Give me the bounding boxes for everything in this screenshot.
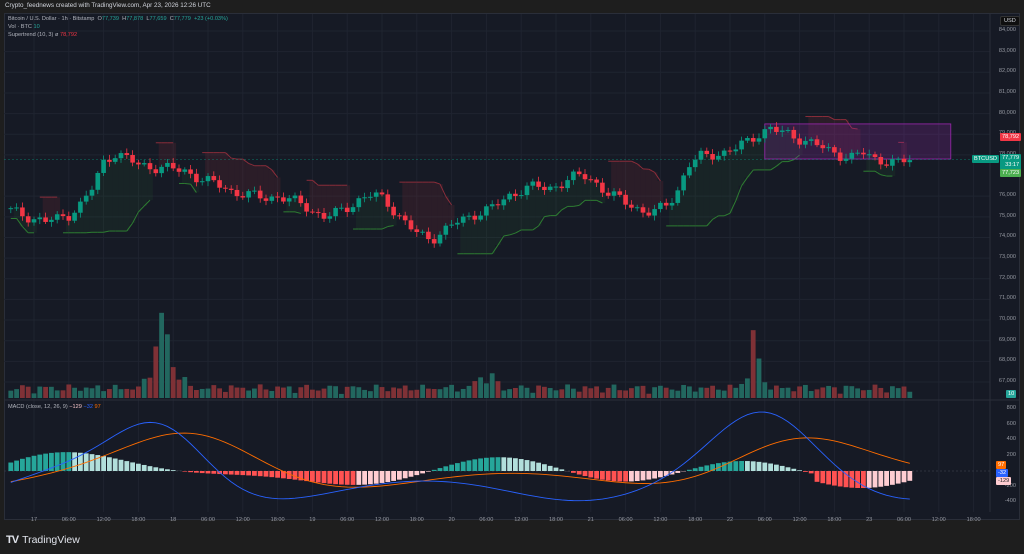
price-axis-label: 80,000 <box>998 109 1016 116</box>
time-axis-label: 12:00 <box>792 517 807 523</box>
supertrend-legend[interactable]: Supertrend (10, 3) ø 78,792 <box>8 32 77 38</box>
last-price: 77,779 <box>1002 155 1020 161</box>
macd-axis-label: -200 <box>1004 482 1016 489</box>
volume-legend[interactable]: Vol · BTC 10 <box>8 24 40 30</box>
price-axis-label: 70,000 <box>998 316 1016 323</box>
macd-legend[interactable]: MACD (close, 12, 26, 9) −129 −32 97 <box>8 404 101 410</box>
tradingview-logo[interactable]: TV TradingView <box>6 534 80 546</box>
price-axis-label: 74,000 <box>998 233 1016 240</box>
macd-axis-label: 800 <box>1006 405 1016 411</box>
macd-axis-label: 200 <box>1006 451 1016 458</box>
time-axis-label: 18 <box>170 517 177 523</box>
price-axis-label: 75,000 <box>998 212 1016 219</box>
time-axis-label: 19 <box>309 517 316 523</box>
volume-label: Vol · BTC <box>8 24 32 30</box>
time-axis-label: 23 <box>866 517 873 523</box>
time-axis-label: 12:00 <box>375 517 389 523</box>
eye-slash-icon[interactable]: ø <box>54 32 59 38</box>
time-axis-label: 12:00 <box>235 517 250 523</box>
time-axis-label: 18:00 <box>966 517 981 523</box>
time-axis-label: 18:00 <box>131 517 146 523</box>
macd-hist-tag: -129 <box>996 477 1012 485</box>
price-axis-label: 73,000 <box>998 254 1016 261</box>
low-price-tag: 77,723 <box>1000 169 1022 177</box>
low-value: 77,659 <box>149 16 167 22</box>
tv-logo-icon: TV <box>6 534 19 546</box>
open-value: 77,739 <box>101 16 119 22</box>
time-axis-label: 18:00 <box>409 517 424 523</box>
price-axis-label: 67,000 <box>998 378 1016 384</box>
close-label: C <box>169 16 174 22</box>
time-axis-label: 18:00 <box>270 517 285 523</box>
time-axis-label: 18:00 <box>688 517 703 523</box>
volume-value: 10 <box>33 24 40 30</box>
last-price-tag: 77,779 33:17 <box>1000 154 1022 170</box>
time-axis-label: 06:00 <box>897 517 911 523</box>
price-axis-label: 81,000 <box>998 88 1016 95</box>
macd-line-tag: -32 <box>996 469 1009 477</box>
time-axis-label: 06:00 <box>479 517 494 523</box>
price-axis-label: 69,000 <box>998 336 1016 343</box>
macd-axis-label: 400 <box>1006 436 1016 442</box>
macd-line-value: −32 <box>83 404 93 410</box>
supertrend-value: 78,792 <box>59 32 78 38</box>
time-axis-label: 20 <box>448 517 455 523</box>
close-value: 77,779 <box>173 16 191 22</box>
change-value: +23 (+0.03%) <box>193 16 228 22</box>
symbol-name: Bitcoin / U.S. Dollar · 1h · Bitstamp <box>8 16 95 22</box>
macd-signal-tag: 97 <box>996 461 1007 469</box>
time-axis-label: 17 <box>30 517 38 523</box>
symbol-legend[interactable]: Bitcoin / U.S. Dollar · 1h · Bitstamp O7… <box>8 16 228 22</box>
price-axis-label: 78,000 <box>999 151 1016 157</box>
time-axis-label: 06:00 <box>340 517 355 523</box>
open-label: O <box>97 16 102 22</box>
time-axis-label: 12:00 <box>653 517 668 523</box>
supertrend-label: Supertrend (10, 3) <box>8 32 54 38</box>
price-axis-label: 72,000 <box>998 274 1016 281</box>
brand-name: TradingView <box>22 534 80 546</box>
macd-signal-value: 97 <box>94 404 101 410</box>
macd-hist-value: −129 <box>69 404 82 410</box>
macd-label: MACD (close, 12, 26, 9) <box>8 404 68 410</box>
time-axis-label: 06:00 <box>201 517 215 523</box>
price-axis-label: 82,000 <box>998 68 1016 75</box>
high-label: H <box>122 16 127 22</box>
time-axis-label: 12:00 <box>96 517 111 523</box>
footer <box>0 521 1024 554</box>
time-axis-label: 18:00 <box>827 517 842 523</box>
time-axis-label: 06:00 <box>757 517 772 523</box>
price-axis-label: 84,000 <box>998 27 1016 33</box>
low-label: L <box>146 16 150 22</box>
chart-credit: Crypto_feednews created with TradingView… <box>5 2 211 9</box>
price-axis-label: 76,000 <box>998 192 1016 199</box>
supertrend-price-tag: 78,792 <box>1000 133 1022 141</box>
time-axis-label: 12:00 <box>931 517 946 523</box>
time-axis-label: 21 <box>587 517 594 523</box>
price-axis-label: 68,000 <box>998 357 1016 364</box>
symbol-tag: BTCUSD <box>972 155 999 163</box>
top-bar: Crypto_feednews created with TradingView… <box>0 0 1024 13</box>
time-axis-label: 12:00 <box>514 517 529 523</box>
price-axis-label: 83,000 <box>998 47 1016 54</box>
currency-button[interactable]: USD <box>1000 16 1020 26</box>
bar-countdown: 33:17 <box>1005 162 1020 168</box>
time-axis-label: 06:00 <box>61 517 76 523</box>
volume-tag: 10 <box>1006 390 1017 398</box>
time-axis-label: 18:00 <box>549 517 563 523</box>
macd-axis-label: -400 <box>1004 498 1016 504</box>
high-value: 77,878 <box>126 16 144 22</box>
price-axis-label: 71,000 <box>998 295 1016 302</box>
time-axis-label: 06:00 <box>618 517 633 523</box>
time-axis-label: 22 <box>726 517 734 523</box>
macd-axis-label: 600 <box>1006 420 1016 427</box>
